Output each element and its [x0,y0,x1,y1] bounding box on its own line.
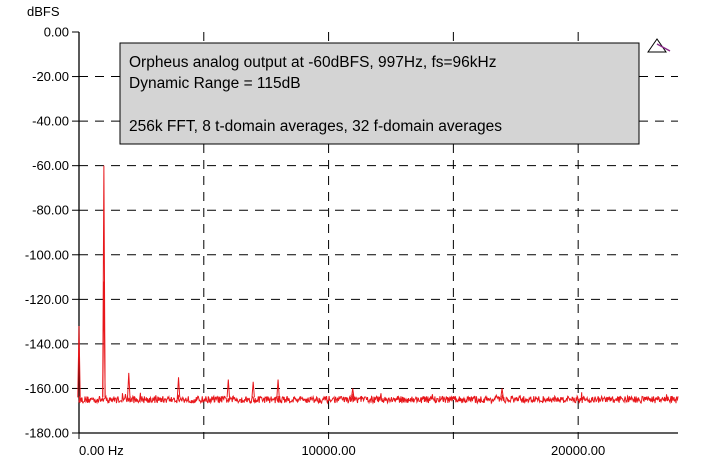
annotation-background [119,42,640,145]
y-axis-unit-label: dBFS [27,4,60,19]
y-tick-label: -160.00 [25,381,69,396]
y-tick-label: -20.00 [32,69,69,84]
spectral-peak [251,381,255,398]
spectral-peak [500,388,504,398]
spectral-peak [226,379,230,398]
spectral-peak [102,281,106,398]
spectral-peak [276,379,280,398]
y-tick-label: -180.00 [25,426,69,441]
annotation-line: Dynamic Range = 115dB [129,75,301,92]
y-axis-ticks: 0.00 -20.00 -40.00 -60.00 -80.00 -100.00 -120.… [25,25,79,441]
spectrum-trace [77,165,679,405]
spectral-peak [77,326,81,398]
y-tick-label: -100.00 [25,247,69,262]
spectral-peak [351,388,355,398]
spectral-peak [176,377,181,398]
annotation-line: Orpheus analog output at -60dBFS, 997Hz,… [129,54,496,71]
y-tick-label: -140.00 [25,336,69,351]
y-tick-label: -60.00 [32,158,69,173]
y-tick-label: -80.00 [32,203,69,218]
noise-floor-line [78,392,679,405]
x-tick-label: 0.00 Hz [79,443,124,458]
marker-stroke [656,43,671,52]
y-tick-label: 0.00 [44,25,69,40]
x-tick-label: 10000.00 [301,443,355,458]
y-tick-label: -120.00 [25,292,69,307]
spectral-peak [127,372,131,398]
y-tick-label: -40.00 [32,114,69,129]
annotation-line: 256k FFT, 8 t-domain averages, 32 f-doma… [129,118,502,135]
triangle-marker-icon[interactable] [647,38,671,53]
annotation-box: Orpheus analog output at -60dBFS, 997Hz,… [119,42,640,145]
x-axis-ticks: 0.00 Hz 10000.00 20000.00 [78,433,605,458]
x-tick-label: 20000.00 [551,443,605,458]
triangle-outline [647,38,667,53]
